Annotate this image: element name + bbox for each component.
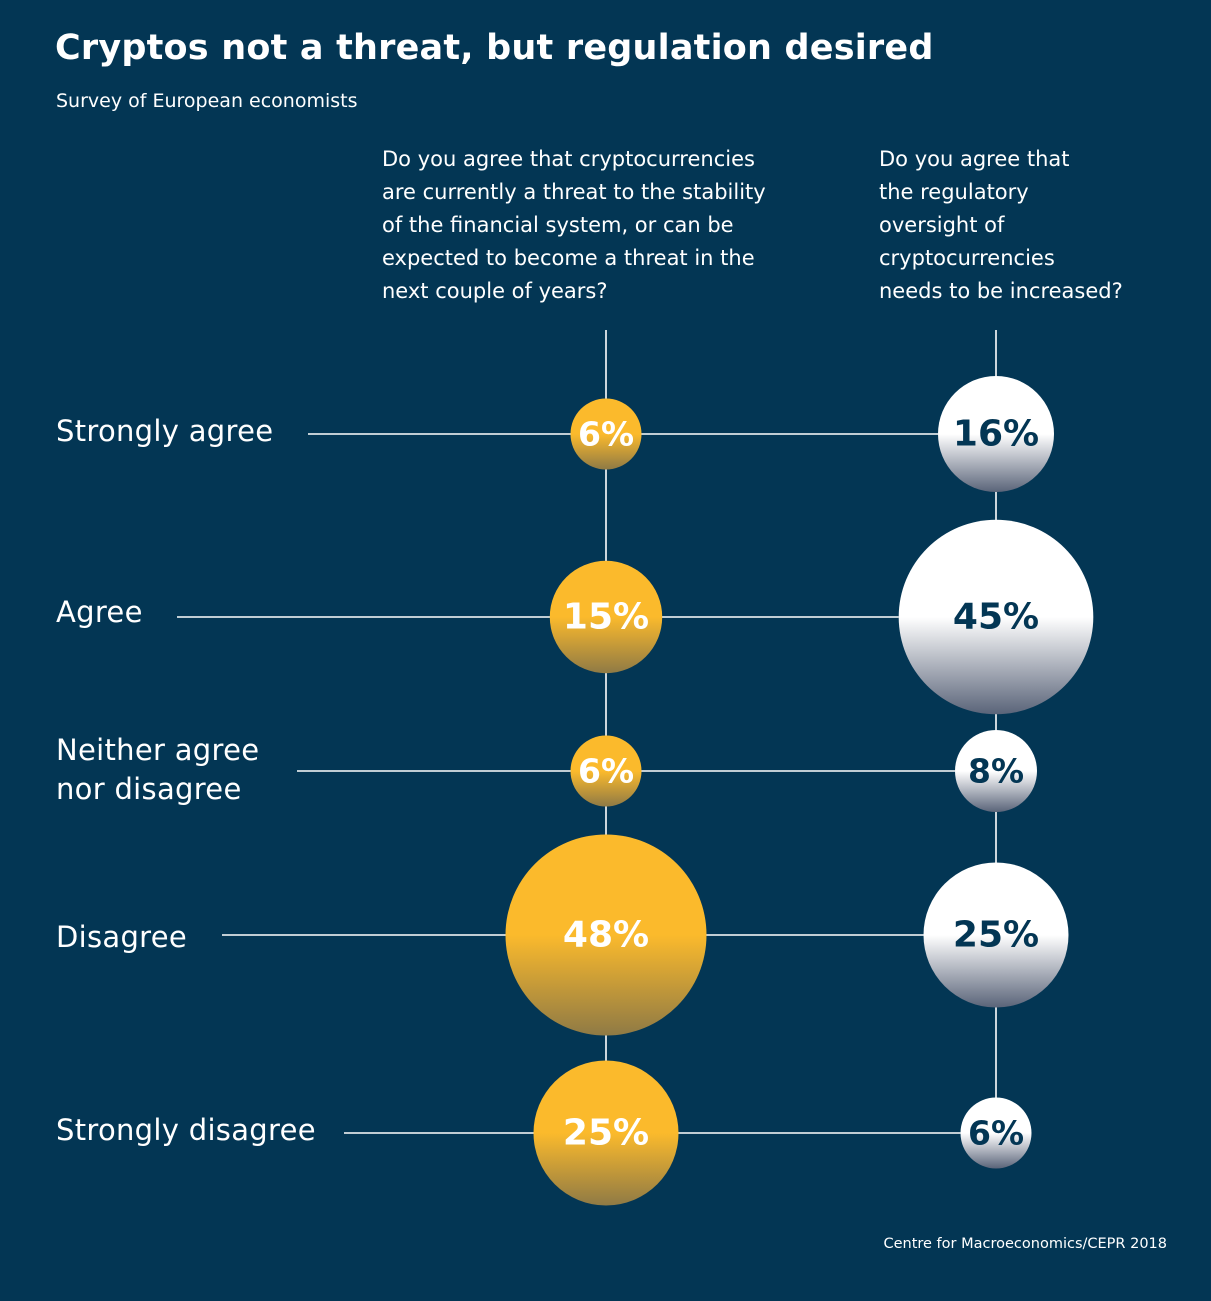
- question-threat: Do you agree that cryptocurrencies are c…: [382, 143, 822, 308]
- row-label-line: nor disagree: [56, 772, 242, 806]
- regulation-value-label: 6%: [968, 1114, 1024, 1153]
- question-regulation-line: needs to be increased?: [879, 279, 1123, 303]
- regulation-value-label: 45%: [953, 597, 1039, 638]
- row-label-agree: Agree: [56, 593, 143, 632]
- question-regulation: Do you agree that the regulatory oversig…: [879, 143, 1149, 308]
- row-label-line: Strongly disagree: [56, 1113, 316, 1147]
- regulation-bubble: [923, 862, 1069, 1008]
- row-label-line: Strongly agree: [56, 414, 274, 448]
- question-threat-line: expected to become a threat in the: [382, 246, 755, 270]
- row-label-line: Disagree: [56, 920, 188, 954]
- regulation-value-label: 16%: [953, 414, 1039, 455]
- regulation-bubble: [960, 1097, 1032, 1169]
- row-label-disagree: Disagree: [56, 918, 187, 957]
- threat-bubble: [533, 1060, 679, 1206]
- chart-subtitle: Survey of European economists: [56, 90, 358, 112]
- question-regulation-line: cryptocurrencies: [879, 246, 1055, 270]
- question-regulation-line: oversight of: [879, 213, 1005, 237]
- bubbles: 6% 15% 6% 48% 25% 16% 45% 8% 25% 6%: [505, 376, 1094, 1206]
- regulation-value-label: 25%: [953, 915, 1039, 956]
- question-regulation-line: Do you agree that: [879, 147, 1070, 171]
- question-threat-line: next couple of years?: [382, 279, 608, 303]
- question-regulation-line: the regulatory: [879, 180, 1029, 204]
- threat-value-label: 25%: [563, 1113, 649, 1154]
- threat-bubble: [549, 560, 663, 674]
- row-label-line: Agree: [56, 595, 143, 629]
- threat-bubble: [505, 834, 707, 1036]
- threat-value-label: 6%: [578, 752, 634, 791]
- row-label-neither: Neither agree nor disagree: [56, 731, 259, 809]
- threat-bubble: [570, 398, 642, 470]
- threat-value-label: 6%: [578, 415, 634, 454]
- regulation-value-label: 8%: [968, 752, 1024, 791]
- question-threat-line: Do you agree that cryptocurrencies: [382, 147, 755, 171]
- row-label-strongly-disagree: Strongly disagree: [56, 1111, 316, 1150]
- regulation-bubble: [898, 519, 1094, 715]
- row-label-line: Neither agree: [56, 733, 260, 767]
- regulation-bubble: [938, 376, 1054, 492]
- threat-value-label: 48%: [563, 915, 649, 956]
- question-threat-line: are currently a threat to the stability: [382, 180, 766, 204]
- source-credit: Centre for Macroeconomics/CEPR 2018: [883, 1236, 1167, 1252]
- chart-title: Cryptos not a threat, but regulation des…: [55, 28, 934, 68]
- question-threat-line: of the financial system, or can be: [382, 213, 734, 237]
- threat-value-label: 15%: [563, 597, 649, 638]
- threat-bubble: [570, 735, 642, 807]
- row-label-strongly-agree: Strongly agree: [56, 412, 273, 451]
- regulation-bubble: [955, 730, 1037, 812]
